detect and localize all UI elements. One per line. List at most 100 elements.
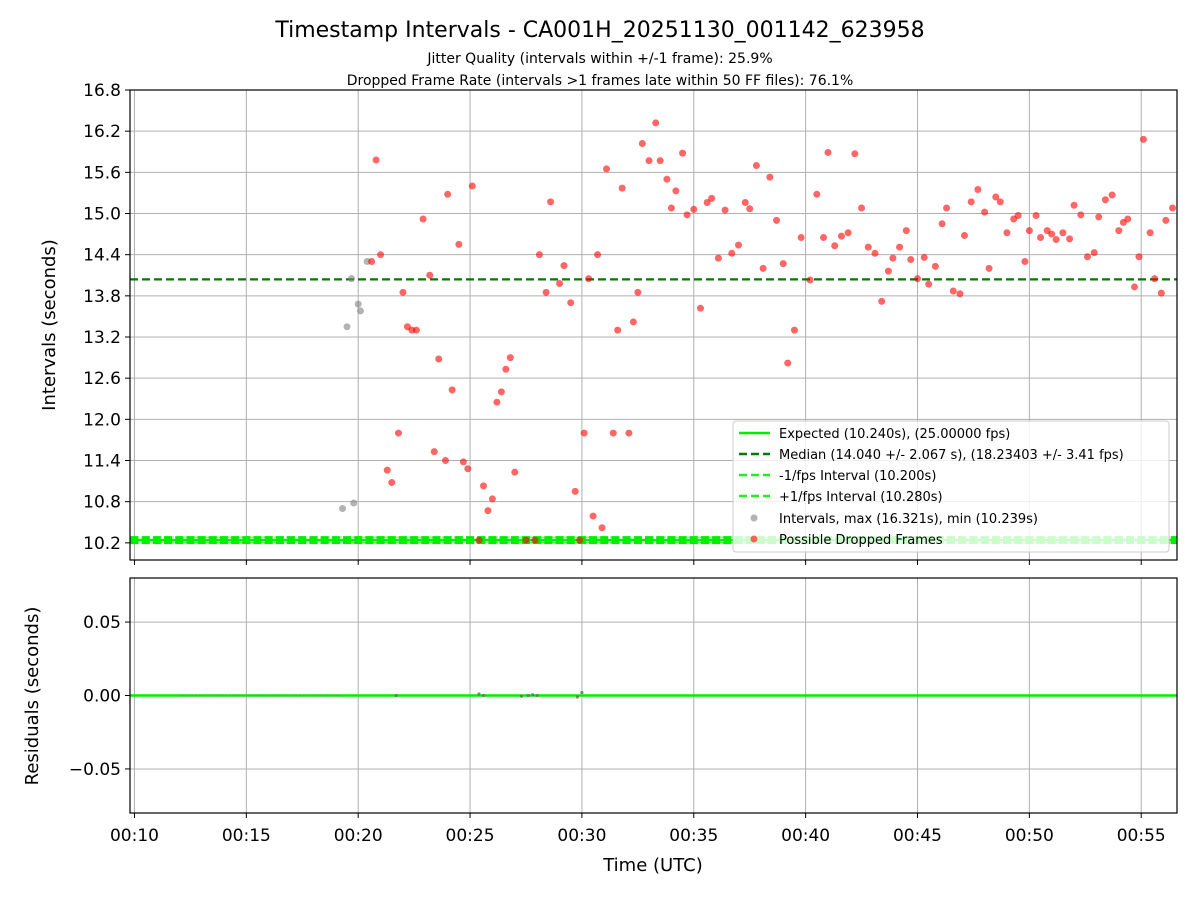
- dropped-frame-point: [1130, 283, 1138, 291]
- expected-marker: [387, 536, 396, 545]
- dropped-frame-point: [372, 156, 380, 164]
- expected-marker: [242, 536, 251, 545]
- dropped-frame-point: [1139, 135, 1147, 143]
- dropped-frame-point: [714, 254, 722, 262]
- residuals-xtick-label: 00:45: [893, 826, 942, 846]
- expected-marker: [622, 536, 631, 545]
- residuals-xtick-label: 00:15: [222, 826, 271, 846]
- intervals-ytick-label: 13.2: [83, 328, 121, 348]
- dropped-frame-point: [902, 227, 910, 235]
- chart-subtitle-dropped: Dropped Frame Rate (intervals >1 frames …: [347, 73, 854, 89]
- dropped-frame-point: [779, 260, 787, 268]
- dropped-frame-point: [618, 184, 626, 192]
- dropped-frame-point: [773, 216, 781, 224]
- expected-marker: [365, 536, 374, 545]
- dropped-frame-point: [1070, 201, 1078, 209]
- dropped-frame-point: [377, 251, 385, 259]
- dropped-frame-point: [634, 288, 642, 296]
- expected-marker: [510, 536, 519, 545]
- dropped-frame-point: [907, 255, 915, 263]
- expected-marker: [1170, 536, 1177, 545]
- dropped-frame-point: [488, 495, 496, 503]
- residual-point: [235, 694, 238, 697]
- residual-point: [241, 694, 245, 697]
- dropped-frame-point: [542, 288, 550, 296]
- residual-point: [204, 694, 208, 697]
- dropped-frame-point: [560, 262, 568, 270]
- dropped-frame-point: [820, 234, 828, 242]
- expected-marker: [141, 536, 150, 545]
- intervals-ytick-label: 10.8: [83, 493, 121, 513]
- dropped-frame-point: [967, 198, 975, 206]
- dropped-frame-point: [652, 119, 660, 127]
- dropped-frame-point: [837, 232, 845, 240]
- residual-point: [526, 693, 530, 698]
- dropped-frame-point: [1014, 212, 1022, 220]
- expected-marker: [152, 536, 161, 545]
- dropped-frame-point: [435, 355, 443, 363]
- dropped-frame-point: [1157, 289, 1165, 297]
- dropped-frame-point: [985, 264, 993, 272]
- dropped-frame-point: [475, 536, 483, 544]
- expected-marker: [175, 536, 184, 545]
- residuals-xtick-label: 00:20: [334, 826, 383, 846]
- dropped-frame-point: [1162, 216, 1170, 224]
- expected-marker: [354, 536, 363, 545]
- dropped-frame-point: [522, 536, 530, 544]
- dropped-frame-point: [484, 507, 492, 515]
- residual-point: [308, 694, 312, 697]
- expected-marker: [488, 536, 497, 545]
- residual-point: [305, 694, 308, 697]
- expected-marker: [421, 536, 430, 545]
- expected-marker: [611, 536, 620, 545]
- expected-marker: [231, 536, 240, 545]
- dropped-frame-point: [603, 165, 611, 173]
- residuals-x-ticks: 00:10 00:15 00:20 00:25 00:30 00:35 00:40 00:45…: [110, 813, 1166, 846]
- dropped-frame-point: [981, 208, 989, 216]
- residual-point: [265, 694, 268, 697]
- intervals-ytick-label: 11.4: [83, 452, 121, 472]
- dropped-frame-point: [502, 365, 510, 373]
- interval-point: [350, 499, 358, 507]
- dropped-frame-point: [889, 254, 897, 262]
- dropped-frame-point: [645, 157, 653, 165]
- chart-title: Timestamp Intervals - CA001H_20251130_00…: [274, 18, 924, 43]
- residual-point: [477, 692, 481, 696]
- expected-marker: [186, 536, 195, 545]
- dropped-frame-point: [943, 204, 951, 212]
- residual-point: [285, 694, 288, 697]
- dropped-frame-point: [585, 275, 593, 283]
- dropped-frame-point: [920, 253, 928, 261]
- dropped-frame-point: [493, 398, 501, 406]
- dropped-frame-point: [746, 205, 754, 213]
- dropped-frame-point: [571, 487, 579, 495]
- dropped-frame-point: [576, 536, 584, 544]
- dropped-frame-point: [594, 251, 602, 259]
- dropped-frame-point: [878, 297, 886, 305]
- dropped-frame-point: [752, 161, 760, 169]
- dropped-frame-point: [672, 187, 680, 195]
- residual-point: [214, 694, 218, 697]
- expected-marker: [667, 536, 676, 545]
- dropped-frame-point: [614, 326, 622, 334]
- dropped-frame-point: [784, 359, 792, 367]
- residual-point: [258, 694, 261, 697]
- residual-point: [315, 694, 319, 697]
- legend-box: [732, 420, 1170, 553]
- dropped-frame-point: [824, 148, 832, 156]
- dropped-frame-point: [956, 290, 964, 298]
- intervals-ytick-label: 12.0: [83, 410, 121, 430]
- expected-marker: [633, 536, 642, 545]
- dropped-frame-point: [368, 258, 376, 266]
- dropped-frame-point: [1048, 230, 1056, 238]
- dropped-frame-point: [896, 243, 904, 251]
- expected-marker: [689, 536, 698, 545]
- residual-point: [332, 694, 335, 697]
- residual-point: [329, 694, 332, 697]
- residuals-y-label: Residuals (seconds): [22, 607, 43, 786]
- dropped-frame-point: [1124, 215, 1132, 223]
- dropped-frame-point: [535, 251, 543, 259]
- residual-point: [575, 695, 580, 699]
- dropped-frame-point: [1077, 211, 1085, 219]
- dropped-frame-point: [938, 220, 946, 228]
